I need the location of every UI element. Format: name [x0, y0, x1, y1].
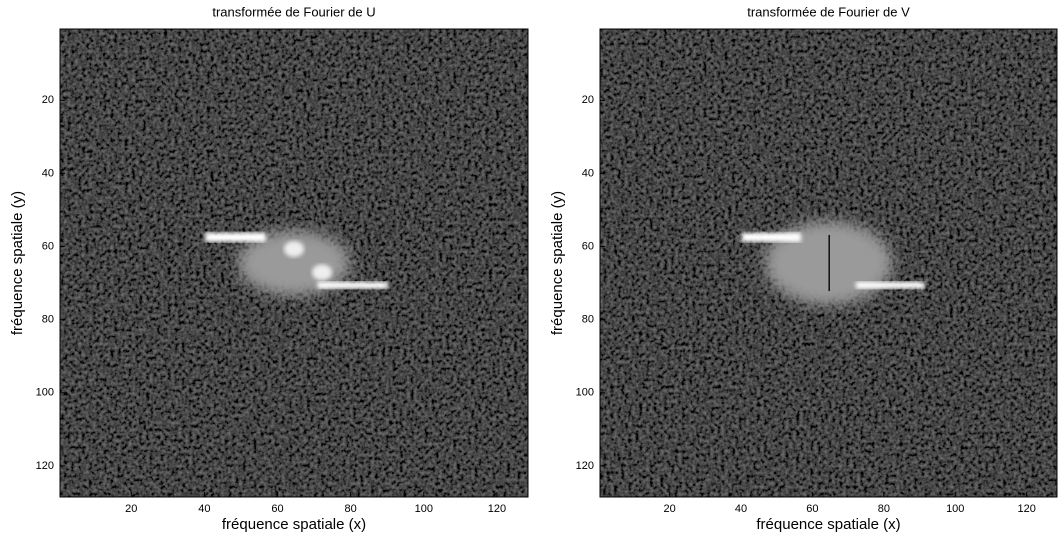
y-tick-label: 120: [576, 460, 594, 472]
x-tick-label: 20: [663, 503, 675, 515]
x-axis-label: fréquence spatiale (x): [756, 516, 900, 533]
x-tick-label: 80: [345, 503, 357, 515]
y-tick-label: 40: [582, 167, 594, 179]
axes-frame: [59, 28, 529, 498]
y-tick-label: 60: [42, 240, 54, 252]
panel: 20 40 60 80 100 120 20 40 60 80 100 120 transformée …: [9, 4, 529, 533]
x-tick-label: 40: [735, 503, 747, 515]
y-tick-label: 40: [42, 167, 54, 179]
image-streak: [741, 232, 802, 242]
y-tick-label: 80: [42, 314, 54, 326]
image-dark-line: [828, 234, 830, 292]
axes-frame: [599, 28, 1058, 498]
y-axis-label: fréquence spatiale (y): [549, 191, 566, 335]
y-axis-label: fréquence spatiale (y): [9, 191, 26, 335]
x-tick-label: 100: [415, 503, 433, 515]
x-tick-label: 60: [806, 503, 818, 515]
chart-title: transformée de Fourier de U: [212, 4, 375, 19]
x-tick-label: 120: [1017, 503, 1035, 515]
x-tick-label: 80: [878, 503, 890, 515]
image-streak: [317, 281, 388, 289]
chart-title: transformée de Fourier de V: [747, 4, 910, 19]
x-axis-label: fréquence spatiale (x): [222, 516, 366, 533]
image-spot: [312, 264, 333, 281]
y-tick-label: 120: [36, 460, 54, 472]
image-spot: [284, 240, 304, 257]
x-tick-label: 20: [125, 503, 137, 515]
x-tick-label: 40: [198, 503, 210, 515]
image-streak: [855, 281, 925, 289]
image-streak: [205, 232, 266, 242]
x-tick-label: 60: [271, 503, 283, 515]
y-tick-label: 100: [36, 387, 54, 399]
y-tick-label: 20: [42, 94, 54, 106]
x-tick-label: 120: [488, 503, 506, 515]
y-tick-label: 20: [582, 94, 594, 106]
y-tick-label: 60: [582, 240, 594, 252]
x-tick-label: 100: [946, 503, 964, 515]
y-tick-label: 80: [582, 314, 594, 326]
y-tick-label: 100: [576, 387, 594, 399]
panel: 20 40 60 80 100 120 20 40 60 80 100 120 transformée …: [549, 4, 1058, 533]
